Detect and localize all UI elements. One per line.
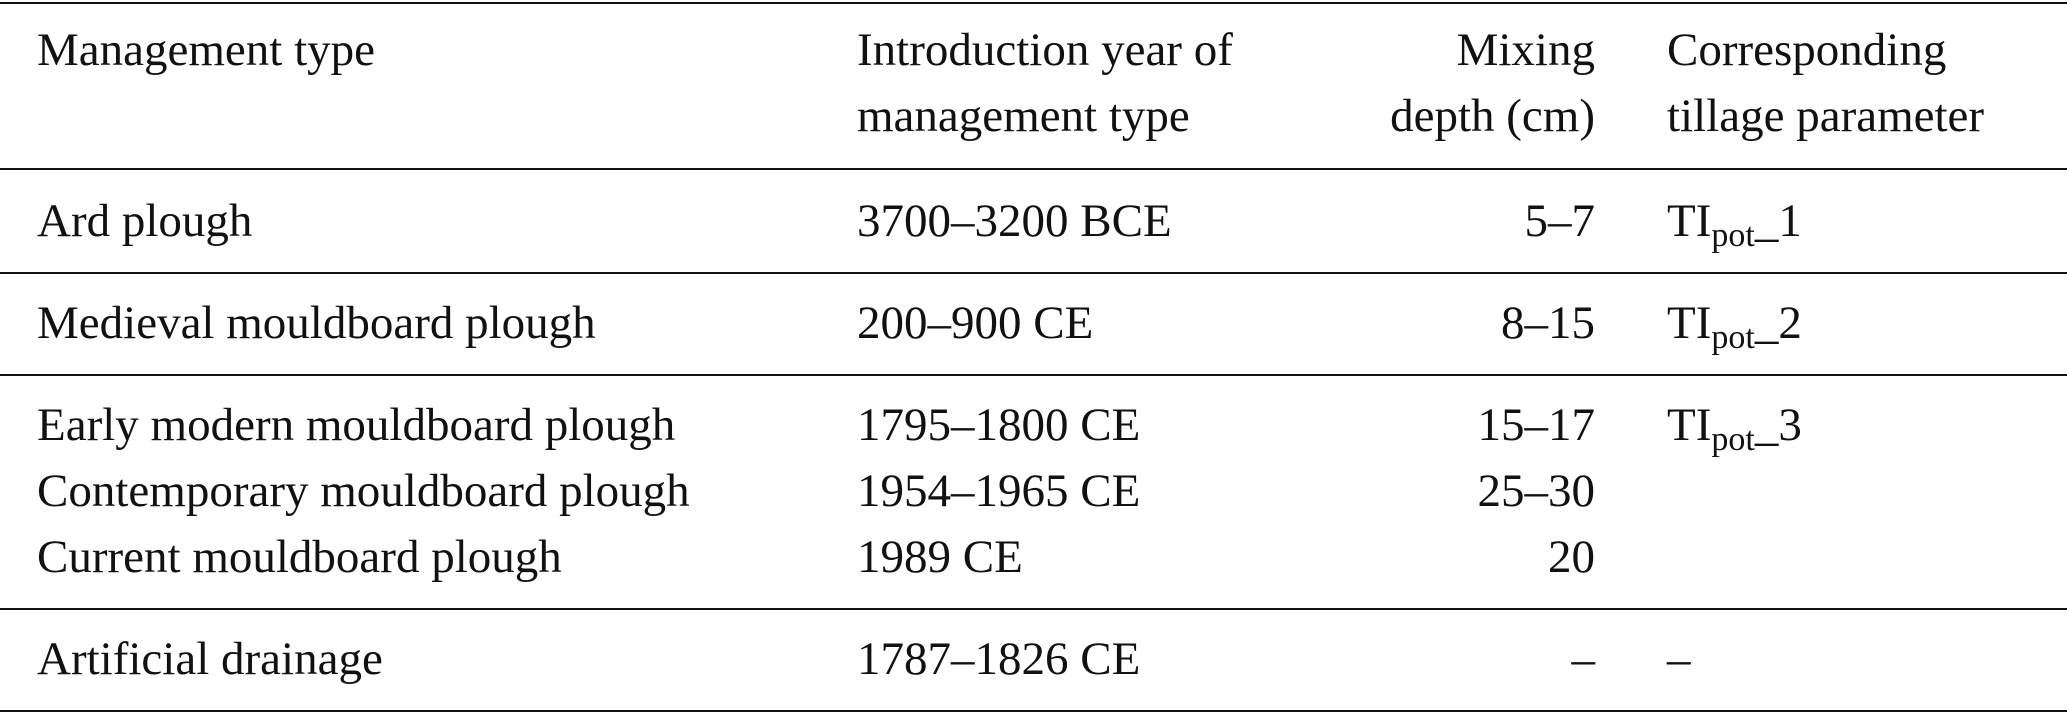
introduction-year: 200–900 CE (857, 297, 1094, 349)
tillage-parameter: TIpot_3 (1667, 392, 1802, 458)
parameter-base: TI (1667, 399, 1712, 451)
mixing-depth: 25–30 (1477, 465, 1596, 517)
mixing-depth: – (1571, 633, 1596, 685)
parameter-suffix: _1 (1754, 195, 1802, 247)
parameter-base: TI (1667, 297, 1712, 349)
row-rule (0, 374, 2067, 376)
row-rule (0, 272, 2067, 274)
column-header: Introduction year of (857, 24, 1233, 76)
introduction-year: 1989 CE (857, 531, 1023, 583)
parameter-subscript: pot (1711, 217, 1755, 254)
introduction-year: 1787–1826 CE (857, 633, 1141, 685)
column-header: management type (857, 90, 1190, 142)
management-type: Artificial drainage (37, 633, 383, 685)
introduction-year: 1954–1965 CE (857, 465, 1141, 517)
management-type: Ard plough (37, 195, 253, 247)
header-rule (0, 168, 2067, 170)
top-rule (0, 2, 2067, 4)
mixing-depth: 15–17 (1477, 399, 1596, 451)
parameter-suffix: _3 (1754, 399, 1802, 451)
column-header: Corresponding (1667, 24, 1947, 76)
bottom-rule (0, 710, 2067, 712)
mixing-depth: 20 (1548, 531, 1595, 583)
parameter-base: – (1667, 633, 1691, 685)
column-header: tillage parameter (1667, 90, 1985, 142)
parameter-base: TI (1667, 195, 1712, 247)
tillage-parameter: TIpot_1 (1667, 188, 1802, 254)
column-header: depth (cm) (1390, 90, 1595, 142)
introduction-year: 1795–1800 CE (857, 399, 1141, 451)
management-type: Early modern mouldboard plough (37, 399, 676, 451)
column-header: Management type (37, 24, 376, 76)
row-rule (0, 608, 2067, 610)
parameter-suffix: _2 (1754, 297, 1802, 349)
mixing-depth: 8–15 (1501, 297, 1595, 349)
tillage-parameter: – (1667, 626, 1691, 692)
column-header: Mixing (1456, 24, 1595, 76)
introduction-year: 3700–3200 BCE (857, 195, 1172, 247)
management-type: Current mouldboard plough (37, 531, 562, 583)
parameter-subscript: pot (1711, 319, 1755, 356)
tillage-parameter: TIpot_2 (1667, 290, 1802, 356)
management-type: Contemporary mouldboard plough (37, 465, 690, 517)
parameter-subscript: pot (1711, 421, 1755, 458)
management-type: Medieval mouldboard plough (37, 297, 596, 349)
mixing-depth: 5–7 (1524, 195, 1596, 247)
